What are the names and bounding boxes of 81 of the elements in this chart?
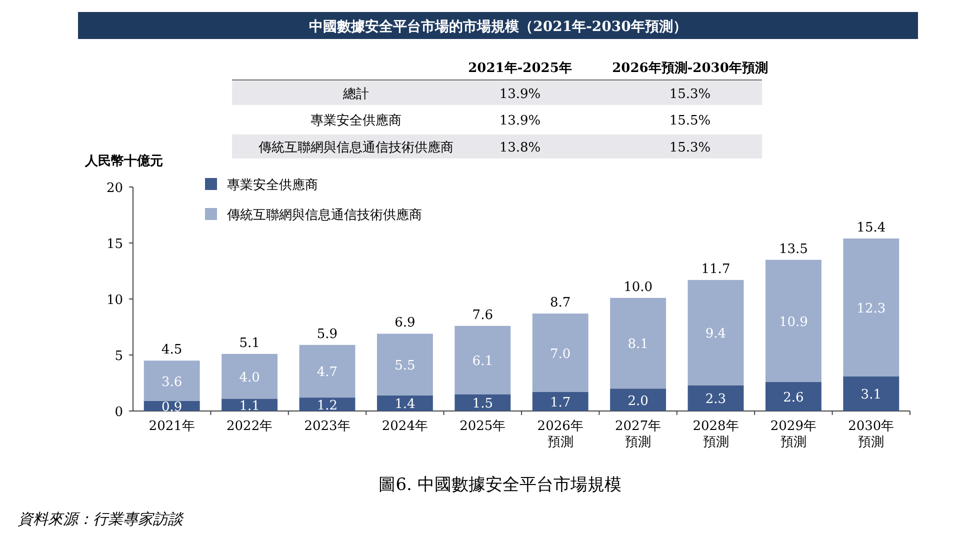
data-label: 10.9 <box>778 314 808 330</box>
data-label: 4.0 <box>239 370 260 386</box>
data-label: 2.0 <box>628 394 648 409</box>
bar <box>454 394 511 411</box>
x-tick-label: 2021年 <box>148 419 195 434</box>
y-tick-label: 10 <box>106 293 123 308</box>
data-label: 0.9 <box>162 400 182 415</box>
total-label: 5.1 <box>239 336 260 351</box>
bar <box>222 398 278 411</box>
chart-title: 中國數據安全平台市場的市場規模（2021年-2030年預測） <box>309 18 687 35</box>
y-axis-title: 人民幣十億元 <box>84 153 163 169</box>
data-label: 9.4 <box>705 326 726 342</box>
text: 15.3% <box>669 140 711 156</box>
x-tick-label: 2027年預測 <box>615 419 662 450</box>
total-label: 4.5 <box>162 342 182 358</box>
y-tick-label: 0 <box>114 405 123 420</box>
bar <box>688 385 744 411</box>
bar <box>688 280 744 386</box>
data-label: 6.1 <box>472 354 493 370</box>
bar <box>144 360 200 401</box>
bar <box>610 388 666 411</box>
data-label: 2.3 <box>705 392 726 408</box>
bar <box>299 344 356 398</box>
total-label: 11.7 <box>701 262 730 277</box>
legend-label: 專業安全供應商 <box>227 177 318 193</box>
total-label: 7.6 <box>472 308 493 323</box>
x-tick-label: 2024年 <box>382 419 428 434</box>
bar <box>765 382 822 411</box>
bar <box>376 395 433 411</box>
bar <box>222 354 278 399</box>
data-label: 8.1 <box>628 337 648 352</box>
data-label: 5.5 <box>394 358 416 374</box>
text: 15.3% <box>669 87 711 102</box>
x-tick-label: 2022年 <box>226 419 273 434</box>
x-tick-label: 2028年預測 <box>692 419 739 450</box>
text: 13.9% <box>499 114 541 129</box>
x-tick-label: 2025年 <box>460 419 506 434</box>
legend-label: 傳統互聯網與信息通信技術供應商 <box>226 208 422 223</box>
data-label: 7.0 <box>550 346 571 362</box>
text: 2026年預測-2030年預測 <box>612 61 768 76</box>
y-tick-label: 15 <box>106 237 123 252</box>
data-label: 2.6 <box>783 390 804 406</box>
data-label: 1.1 <box>239 398 260 414</box>
text: 2021年-2025年 <box>468 61 572 76</box>
bar <box>765 260 822 382</box>
x-tick-label: 2029年預測 <box>770 419 816 450</box>
total-label: 6.9 <box>394 316 416 331</box>
bar <box>843 238 900 376</box>
bar <box>299 398 356 411</box>
data-label: 4.7 <box>316 365 338 380</box>
text: 專業安全供應商 <box>310 112 402 129</box>
text: 15.5% <box>669 114 711 129</box>
text: 13.8% <box>499 140 541 156</box>
text: 13.9% <box>499 87 541 102</box>
x-tick-label: 2023年 <box>304 419 350 434</box>
x-tick-label: 2030年預測 <box>848 419 894 450</box>
total-label: 15.4 <box>856 220 886 236</box>
y-tick-label: 5 <box>114 349 123 364</box>
bar <box>454 326 511 394</box>
x-tick-label: 2026年預測 <box>537 419 584 450</box>
data-label: 1.4 <box>394 397 416 412</box>
data-label: 1.5 <box>472 396 493 412</box>
data-label: 3.1 <box>860 388 882 403</box>
text: 傳統互聯網與信息通信技術供應商 <box>258 140 454 156</box>
bar <box>610 298 666 389</box>
total-label: 10.0 <box>624 280 653 295</box>
bar <box>532 314 588 392</box>
data-label: 12.3 <box>856 301 886 316</box>
bar <box>376 334 433 396</box>
bar <box>843 376 900 411</box>
data-label: 3.6 <box>162 374 182 390</box>
bar <box>532 392 588 411</box>
total-label: 8.7 <box>550 296 571 311</box>
text: 總計 <box>342 87 369 102</box>
y-tick-label: 20 <box>106 181 123 196</box>
source-note: 資料來源：行業專家訪談 <box>18 510 184 528</box>
data-label: 1.7 <box>550 395 571 410</box>
total-label: 5.9 <box>316 326 338 342</box>
total-label: 13.5 <box>778 242 808 257</box>
data-label: 1.2 <box>316 398 338 414</box>
caption: 圖6. 中國數據安全平台市場規模 <box>378 475 622 495</box>
